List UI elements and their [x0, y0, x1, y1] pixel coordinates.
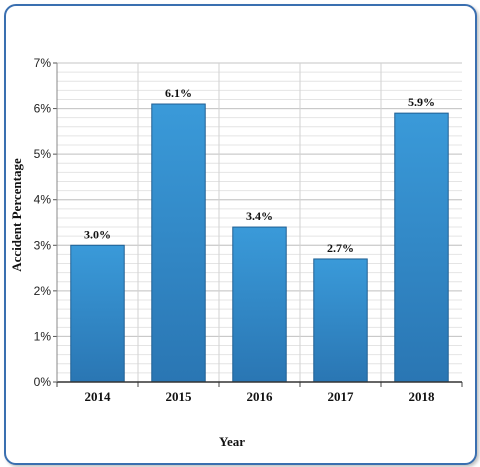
- x-tick-label-2014: 2014: [85, 389, 112, 404]
- data-label-2017: 2.7%: [327, 241, 354, 255]
- x-tick-label-2016: 2016: [247, 389, 274, 404]
- bars: [70, 103, 449, 383]
- bar-2016: [232, 226, 287, 383]
- x-tick-label-2018: 2018: [409, 389, 436, 404]
- x-axis-title: Year: [219, 434, 245, 449]
- data-label-2016: 3.4%: [246, 209, 273, 223]
- y-tick-label: 5%: [34, 147, 52, 161]
- x-tick-label-2015: 2015: [166, 389, 193, 404]
- y-axis-ticks: 0% 1% 2% 3% 4% 5% 6% 7%: [34, 56, 57, 389]
- bar-2014: [70, 244, 125, 383]
- bar-2018: [394, 112, 449, 383]
- data-labels: 3.0% 6.1% 3.4% 2.7% 5.9%: [84, 86, 435, 255]
- y-tick-label: 3%: [34, 238, 52, 252]
- y-tick-label: 2%: [34, 284, 52, 298]
- y-tick-label: 6%: [34, 102, 52, 116]
- y-axis-title: Accident Percentage: [9, 158, 24, 272]
- bar-2015: [151, 103, 206, 383]
- x-tick-label-2017: 2017: [328, 389, 355, 404]
- data-label-2015: 6.1%: [165, 86, 192, 100]
- y-tick-label: 4%: [34, 193, 52, 207]
- data-label-2018: 5.9%: [408, 95, 435, 109]
- y-tick-label: 0%: [34, 375, 52, 389]
- y-tick-label: 7%: [34, 56, 52, 70]
- bar-2017: [313, 258, 368, 383]
- x-axis-ticks: 2014 2015 2016 2017 2018: [56, 382, 463, 404]
- data-label-2014: 3.0%: [84, 227, 111, 241]
- y-tick-label: 1%: [34, 329, 52, 343]
